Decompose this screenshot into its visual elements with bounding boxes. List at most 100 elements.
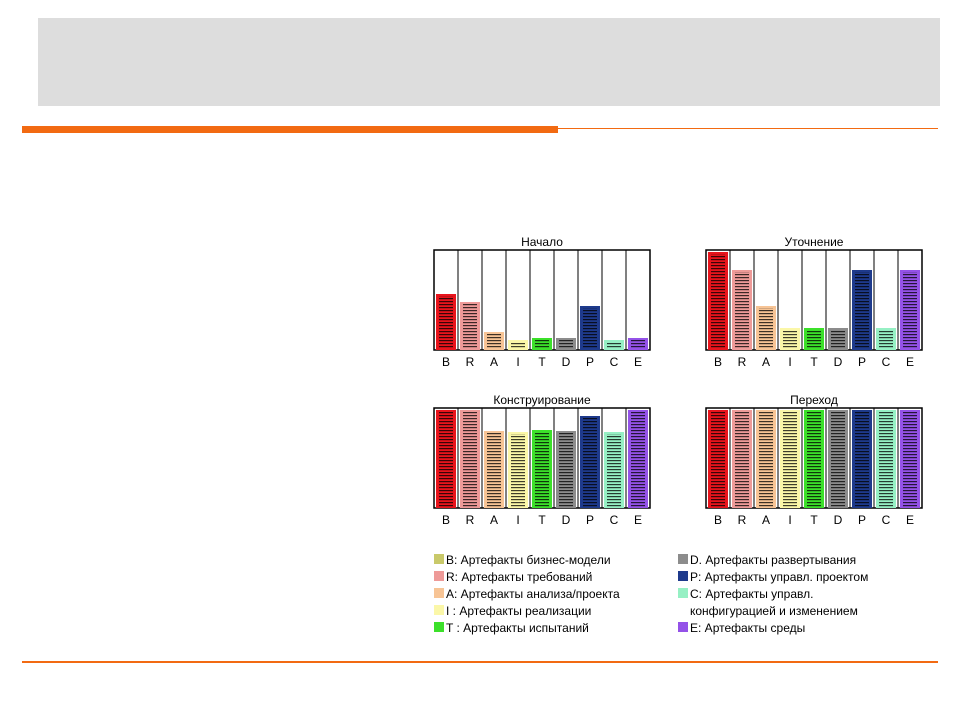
bar-hatching <box>559 433 573 507</box>
header-accent-bar <box>22 126 558 133</box>
bar-hatching <box>583 308 597 349</box>
legend-letter: E <box>690 621 698 635</box>
bar-hatching <box>631 412 645 507</box>
legend-letter: B <box>446 553 454 567</box>
legend-entry: T : Артефакты испытаний <box>446 621 589 635</box>
tick-label: I <box>516 355 519 369</box>
bar-hatching <box>559 340 573 349</box>
bar-hatching <box>487 433 501 507</box>
legend-description: . Артефакты развертывания <box>699 553 856 567</box>
tick-label: B <box>714 355 722 369</box>
legend-left: B: Артефакты бизнес-модели R: Артефакты т… <box>434 553 620 635</box>
bar-hatching <box>879 330 893 349</box>
bar-hatching <box>511 434 525 507</box>
legend-letter: T <box>446 621 454 635</box>
tick-label: C <box>882 513 891 527</box>
legend-swatch <box>678 554 688 564</box>
tick-label: T <box>538 513 546 527</box>
tick-label: D <box>834 513 843 527</box>
tick-label: E <box>906 513 914 527</box>
legend-description: : Артефакты анализа/проекта <box>454 587 620 601</box>
legend-description: : Артефакты управл. проектом <box>698 570 868 584</box>
phase-panel: Начало B R A I T D P C E <box>433 235 651 369</box>
tick-label: B <box>714 513 722 527</box>
legend-swatch <box>678 571 688 581</box>
bar-hatching <box>711 412 725 507</box>
tick-label: T <box>810 513 818 527</box>
header-rule <box>558 128 938 129</box>
bar-hatching <box>735 272 749 349</box>
tick-label: C <box>610 513 619 527</box>
bar-hatching <box>535 340 549 349</box>
tick-label: R <box>738 513 747 527</box>
bar-hatching <box>607 434 621 507</box>
panel-title: Начало <box>521 235 563 249</box>
legend-swatch <box>678 622 688 632</box>
tick-label: E <box>634 513 642 527</box>
legend-entry: I : Артефакты реализации <box>446 604 591 618</box>
legend-description: : Артефакты бизнес-модели <box>454 553 611 567</box>
phase-panel: Переход B R A I T D P C E <box>705 393 923 527</box>
legend-entry: P: Артефакты управл. проектом <box>690 570 868 584</box>
tick-label: E <box>634 355 642 369</box>
legend-letter: C <box>690 587 699 601</box>
tick-label: P <box>858 513 866 527</box>
bar-hatching <box>487 334 501 349</box>
tick-label: R <box>466 513 475 527</box>
tick-label: P <box>858 355 866 369</box>
tick-label: A <box>762 355 770 369</box>
legend-description: конфигурацией и изменением <box>690 604 858 618</box>
bar-hatching <box>855 412 869 507</box>
tick-label: T <box>538 355 546 369</box>
bar-hatching <box>759 412 773 507</box>
tick-label: I <box>516 513 519 527</box>
bar-hatching <box>735 412 749 507</box>
bar-hatching <box>831 412 845 507</box>
bar-hatching <box>631 340 645 349</box>
legend-letter: P <box>690 570 698 584</box>
tick-label: A <box>490 355 498 369</box>
bar-hatching <box>607 342 621 349</box>
tick-label: D <box>834 355 843 369</box>
legend-entry: C: Артефакты управл. <box>690 587 813 601</box>
tick-label: D <box>562 513 571 527</box>
legend-entry: конфигурацией и изменением <box>690 604 858 618</box>
legend-description: : Артефакты реализации <box>449 604 591 618</box>
legend-letter: D <box>690 553 699 567</box>
legend-swatch <box>434 622 444 632</box>
legend-entry: D. Артефакты развертывания <box>690 553 856 567</box>
panel-title: Уточнение <box>785 235 844 249</box>
legend-description: : Артефакты среды <box>698 621 805 635</box>
legend-description: : Артефакты управл. <box>699 587 814 601</box>
tick-label: R <box>738 355 747 369</box>
bar-hatching <box>463 304 477 349</box>
tick-label: A <box>490 513 498 527</box>
legend-swatch <box>434 571 444 581</box>
panel-title: Конструирование <box>493 393 591 407</box>
footer-rule <box>22 661 938 663</box>
tick-label: A <box>762 513 770 527</box>
tick-label: R <box>466 355 475 369</box>
tick-label: B <box>442 513 450 527</box>
bar-hatching <box>879 412 893 507</box>
legend-letter: A <box>446 587 454 601</box>
tick-label: B <box>442 355 450 369</box>
legend-description: : Артефакты испытаний <box>453 621 589 635</box>
tick-label: C <box>882 355 891 369</box>
bar-hatching <box>807 330 821 349</box>
legend-swatch <box>434 605 444 615</box>
bar-hatching <box>831 330 845 349</box>
bar-hatching <box>759 308 773 349</box>
legend-letter: R <box>446 570 455 584</box>
bar-hatching <box>439 296 453 349</box>
bar-hatching <box>903 272 917 349</box>
bar-hatching <box>439 412 453 507</box>
bar-hatching <box>511 342 525 349</box>
legend-swatch <box>434 554 444 564</box>
bar-hatching <box>711 254 725 349</box>
tick-label: C <box>610 355 619 369</box>
bar-hatching <box>855 272 869 349</box>
legend-entry: A: Артефакты анализа/проекта <box>446 587 620 601</box>
